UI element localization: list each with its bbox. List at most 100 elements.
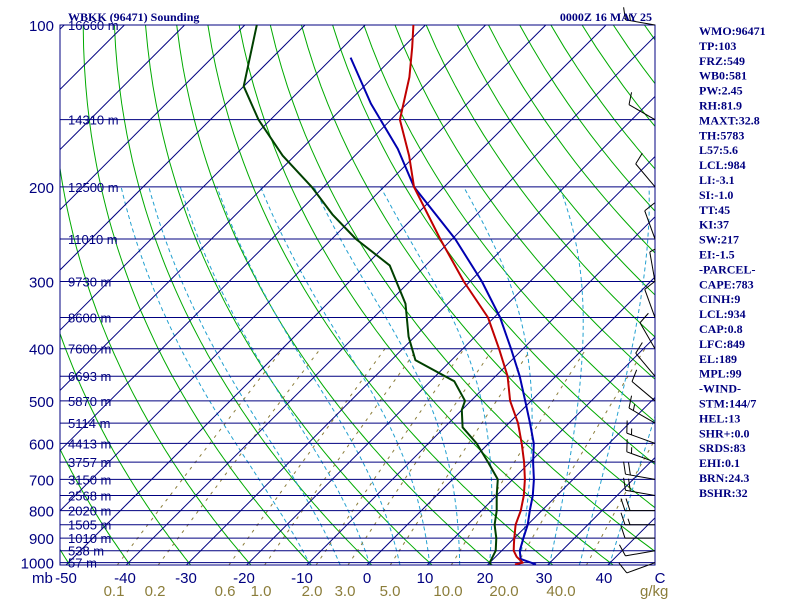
index-value: CINH:9	[699, 292, 740, 306]
wind-barb-staff	[639, 322, 656, 349]
height-label: 4413 m	[68, 436, 111, 451]
dewpoint-trace	[242, 25, 499, 565]
mixing-ratio-line	[516, 348, 646, 565]
wind-barb-staff	[626, 562, 656, 574]
wind-barb-flag	[644, 202, 655, 212]
temperature-tick-label: -10	[291, 570, 313, 587]
stability-indices: WMO:96471TP:103FRZ:549WB0:581PW:2.45RH:8…	[699, 24, 766, 500]
axis-labels: 16660 m 14310 m 12500 m 11010 m 9730 m 8600 m…	[21, 18, 669, 600]
index-value: BRN:24.3	[699, 471, 749, 485]
height-label: 11010 m	[68, 232, 118, 247]
index-value: WMO:96471	[699, 24, 766, 38]
grid-lines	[60, 25, 655, 565]
index-value: MPL:99	[699, 367, 742, 381]
moist-adiabat	[120, 186, 311, 565]
wind-barb-flag	[628, 462, 631, 476]
wind-barb-flag	[620, 512, 626, 525]
temperature-tick-label: 40	[596, 570, 613, 587]
wind-barb-staff	[635, 163, 656, 188]
index-value: LCL:984	[699, 158, 746, 172]
moist-adiabat	[216, 186, 401, 565]
index-value: EHI:0.1	[699, 456, 740, 470]
pressure-tick-label: 600	[29, 436, 54, 453]
wind-barb-flag	[620, 498, 626, 511]
isotherm	[60, 25, 306, 271]
height-label: 1010 m	[68, 531, 111, 546]
index-value: CAP:0.8	[699, 322, 743, 336]
index-value: -WIND-	[699, 382, 741, 396]
index-value: TH:5783	[699, 128, 744, 142]
moist-adiabat	[608, 414, 655, 565]
mixing-ratio-tick-label: 5.0	[380, 583, 401, 600]
wind-barb	[620, 498, 655, 512]
isotherm	[60, 25, 486, 452]
height-label: 3757 m	[68, 455, 111, 470]
wind-barb	[618, 544, 656, 557]
mixing-ratio-unit-label: g/kg	[640, 583, 668, 600]
height-label: 5114 m	[68, 416, 110, 431]
temperature-tick-label: -30	[175, 570, 197, 587]
height-label: 2020 m	[68, 504, 111, 519]
isotherm	[366, 276, 655, 565]
index-value: L57:5.6	[699, 143, 738, 157]
dry-adiabat	[60, 164, 252, 565]
moist-adiabat	[260, 186, 431, 565]
wind-barb-flag	[631, 369, 638, 382]
dry-adiabat	[176, 25, 493, 565]
pressure-unit-label: mb	[32, 570, 53, 587]
temperature-tick-label: 30	[536, 570, 553, 587]
index-value: RH:81.9	[699, 99, 742, 113]
mixing-ratio-tick-label: 1.0	[251, 583, 272, 600]
wind-barb	[639, 312, 656, 349]
wind-barb	[623, 461, 656, 480]
wind-barb	[626, 420, 656, 444]
wind-barb-staff	[635, 352, 656, 377]
mixing-ratio-line	[157, 348, 321, 565]
dry-adiabat	[488, 25, 655, 254]
index-value: KI:37	[699, 218, 729, 232]
moist-adiabat	[548, 186, 584, 565]
dry-adiabat	[82, 25, 312, 565]
wind-barb-flag	[635, 342, 643, 354]
wind-barb-flag	[623, 7, 626, 20]
height-label: 7600 m	[68, 342, 111, 357]
index-value: SRDS:83	[699, 441, 746, 455]
mixing-ratio-line	[450, 348, 587, 565]
wind-barb	[635, 342, 656, 377]
index-value: TP:103	[699, 39, 736, 53]
dry-adiabat	[145, 25, 433, 565]
wind-barb-flag	[628, 478, 631, 492]
pressure-tick-label: 100	[29, 18, 54, 35]
wind-barb-half-flag	[627, 518, 631, 525]
height-label: 5870 m	[68, 394, 111, 409]
index-value: WB0:581	[699, 69, 747, 83]
dry-adiabat	[238, 25, 614, 565]
moist-adiabat	[313, 186, 461, 565]
wind-barb-flag	[618, 562, 628, 574]
dry-adiabat	[113, 25, 373, 565]
dry-adiabat	[363, 25, 655, 423]
index-value: CAPE:783	[699, 277, 754, 291]
isotherm	[246, 155, 655, 565]
wind-barb	[631, 369, 656, 402]
height-label: 3150 m	[68, 472, 111, 487]
pressure-tick-label: 400	[29, 342, 54, 359]
wind-barb-staff	[625, 550, 656, 557]
height-label: 12500 m	[68, 180, 119, 195]
wind-barb-flag	[635, 152, 643, 165]
wind-barb-staff	[644, 289, 656, 318]
wind-barb	[623, 7, 656, 26]
index-value: MAXT:32.8	[699, 113, 760, 127]
wind-barb-flag	[620, 525, 626, 539]
mixing-ratio-tick-label: 20.0	[489, 583, 518, 600]
wind-barb-flag	[625, 498, 631, 511]
wind-barb-flag	[644, 281, 655, 290]
height-label: 1505 m	[68, 518, 111, 533]
wind-barb-half-flag	[628, 14, 631, 21]
index-value: PW:2.45	[699, 84, 743, 98]
pressure-tick-label: 700	[29, 472, 54, 489]
mixing-ratio-tick-label: 0.2	[145, 583, 166, 600]
dry-adiabat	[60, 332, 191, 565]
temperature-tick-label: 0	[363, 570, 371, 587]
